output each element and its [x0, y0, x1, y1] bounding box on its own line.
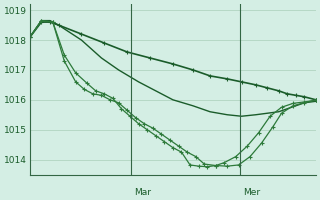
Text: Mer: Mer — [243, 188, 260, 197]
Text: Mar: Mar — [134, 188, 151, 197]
